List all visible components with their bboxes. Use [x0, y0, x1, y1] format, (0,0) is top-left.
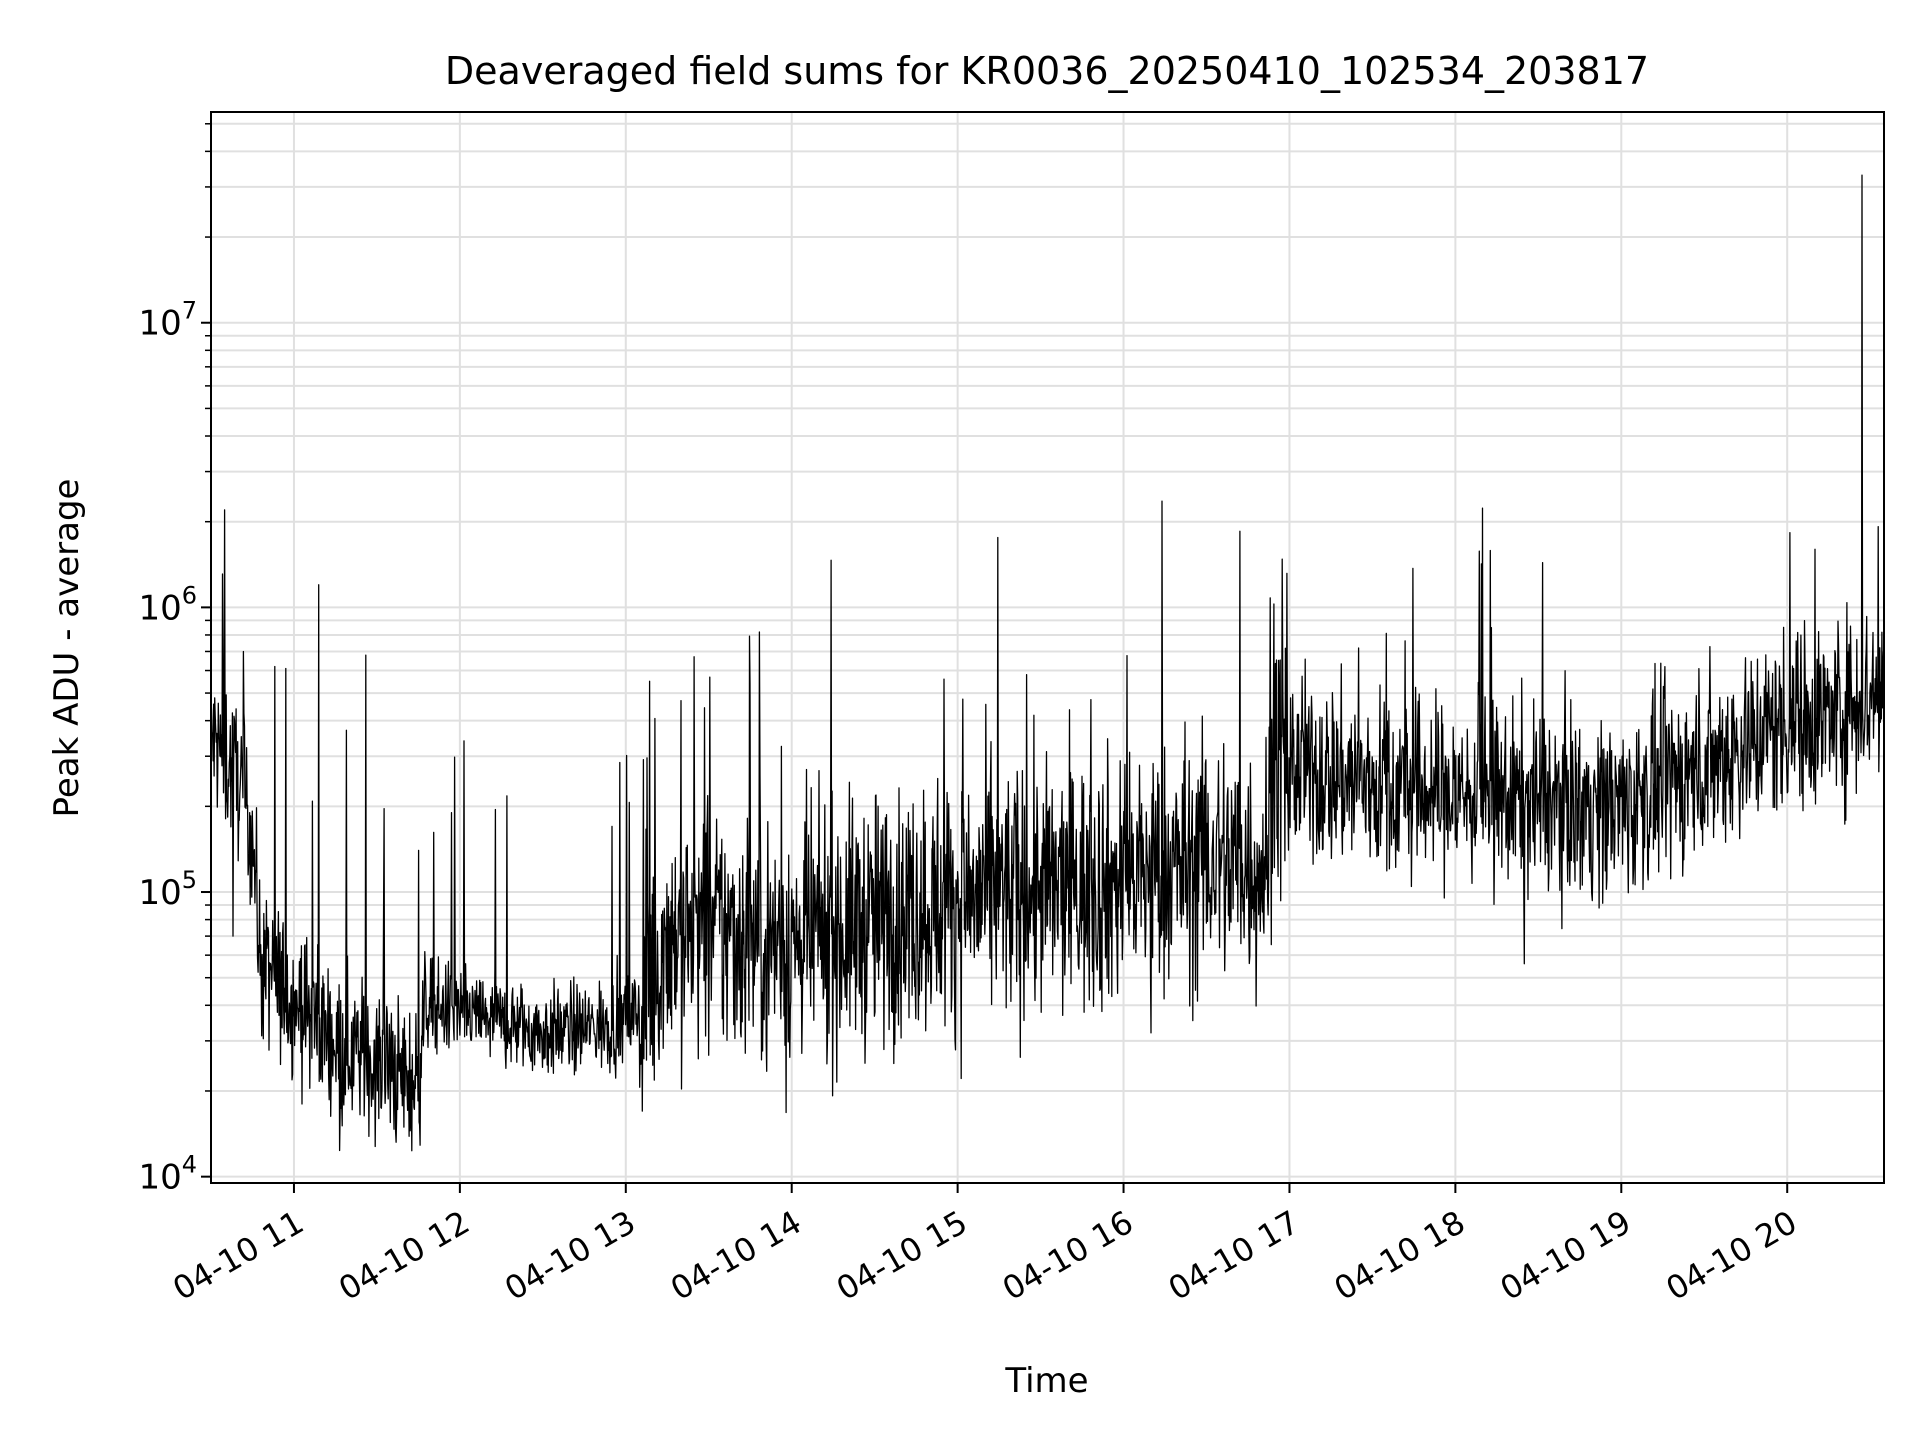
series-line [210, 174, 1885, 1152]
y-tick-label: 107 [138, 297, 197, 344]
x-tick-label: 04-10 13 [498, 1203, 642, 1308]
y-axis-label: Peak ADU - average [47, 479, 87, 818]
x-tick-label: 04-10 16 [996, 1203, 1140, 1308]
data-series [210, 174, 1885, 1152]
chart-title: Deaveraged field sums for KR0036_2025041… [445, 49, 1649, 93]
x-tick-label: 04-10 12 [332, 1203, 476, 1308]
x-tick-label: 04-10 14 [664, 1203, 808, 1308]
y-tick-label: 104 [138, 1151, 197, 1198]
x-tick-label: 04-10 11 [166, 1203, 310, 1308]
x-tick-label: 04-10 15 [830, 1203, 974, 1308]
x-axis-label: Time [1004, 1361, 1088, 1401]
x-tick-label: 04-10 20 [1660, 1203, 1804, 1308]
x-tick-label: 04-10 17 [1162, 1203, 1306, 1308]
plot-area-frame [210, 111, 1885, 1184]
y-axis: 104 105 106 107 [138, 123, 211, 1198]
x-axis: 04-10 11 04-10 12 04-10 13 04-10 14 04-10 15… [166, 1183, 1803, 1308]
x-tick-label: 04-10 19 [1494, 1203, 1638, 1308]
y-tick-label: 106 [138, 581, 197, 628]
y-tick-label: 105 [138, 866, 197, 913]
x-tick-label: 04-10 18 [1328, 1203, 1472, 1308]
grid [211, 112, 1884, 1183]
